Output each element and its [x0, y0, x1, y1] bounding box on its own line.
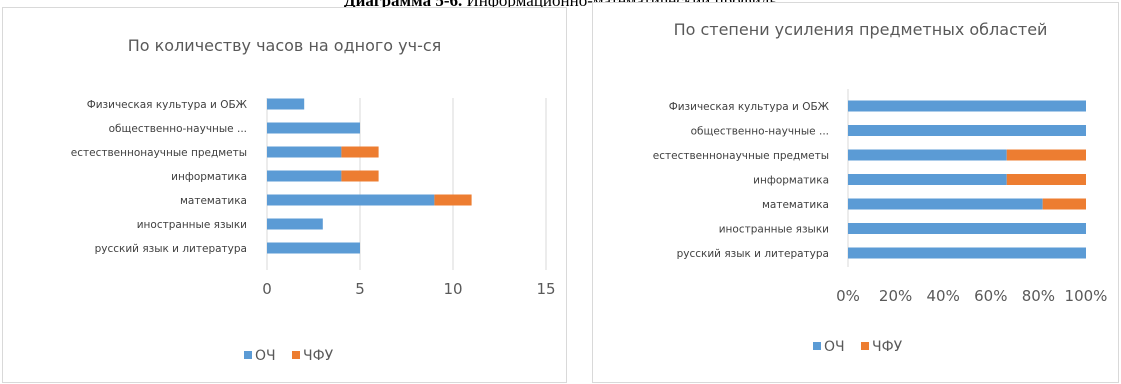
- category-label: общественно-научные ...: [691, 126, 829, 138]
- bar-och: [848, 198, 1043, 210]
- category-label: Физическая культура и ОБЖ: [669, 101, 830, 113]
- chart-title: По степени усиления предметных областей: [673, 20, 1048, 39]
- bar-och: [267, 98, 305, 110]
- bar-och: [848, 174, 1007, 185]
- bar-och: [848, 100, 1086, 112]
- category-label: иностранные языки: [137, 219, 247, 231]
- chart-share-svg: русский язык и литература иностранные язы…: [653, 89, 1108, 355]
- tick-label: 5: [355, 280, 365, 298]
- tick-label: 0%: [836, 287, 860, 305]
- category-label: математика: [180, 195, 247, 207]
- legend-swatch: [861, 342, 869, 350]
- bar-och: [848, 149, 1007, 161]
- category-label: русский язык и литература: [677, 248, 829, 260]
- category-label: естественнонаучные предметы: [653, 150, 829, 162]
- category-label: русский язык и литература: [95, 243, 247, 255]
- bar-och: [267, 194, 435, 206]
- category-label: иностранные языки: [719, 224, 829, 236]
- bar-och: [848, 125, 1086, 136]
- bar-och: [267, 122, 360, 134]
- category-label: естественнонаучные предметы: [71, 147, 247, 159]
- caption-number: Диаграмма 5-6.: [343, 0, 463, 10]
- bar-chfu: [1006, 149, 1086, 161]
- chart-panel-hours: По количеству часов на одного уч-ся русс…: [2, 7, 567, 383]
- bar-och: [267, 218, 323, 230]
- legend-label: ЧФУ: [303, 348, 334, 364]
- bar-chfu: [341, 170, 379, 182]
- chart-hours-svg: русский язык и литература иностранные язы…: [71, 98, 556, 364]
- tick-label: 40%: [927, 287, 960, 305]
- bar-chfu: [1042, 198, 1086, 210]
- tick-label: 20%: [879, 287, 912, 305]
- legend-swatch: [292, 351, 300, 359]
- legend-swatch: [813, 342, 821, 350]
- category-label: математика: [762, 199, 829, 211]
- category-label: Физическая культура и ОБЖ: [87, 99, 248, 111]
- legend-label: ЧФУ: [872, 339, 903, 355]
- bar-chfu: [434, 194, 472, 206]
- chart-panel-share: По степени усиления предметных областей …: [592, 2, 1119, 383]
- tick-label: 60%: [974, 287, 1007, 305]
- chart-title: По количеству часов на одного уч-ся: [127, 36, 442, 55]
- category-label: информатика: [753, 175, 829, 187]
- legend-label: ОЧ: [824, 339, 845, 355]
- bar-och: [267, 242, 360, 254]
- tick-label: 80%: [1022, 287, 1055, 305]
- bar-och: [848, 223, 1086, 234]
- bar-och: [267, 170, 342, 182]
- tick-label: 100%: [1065, 287, 1108, 305]
- tick-label: 0: [262, 280, 272, 298]
- legend-label: ОЧ: [255, 348, 276, 364]
- tick-label: 15: [536, 280, 555, 298]
- legend-swatch: [244, 351, 252, 359]
- category-label: информатика: [171, 171, 247, 183]
- tick-label: 10: [443, 280, 462, 298]
- bar-chfu: [1006, 174, 1086, 185]
- category-label: общественно-научные ...: [109, 123, 247, 135]
- bar-och: [267, 146, 342, 158]
- bar-och: [848, 247, 1086, 259]
- bar-chfu: [341, 146, 379, 158]
